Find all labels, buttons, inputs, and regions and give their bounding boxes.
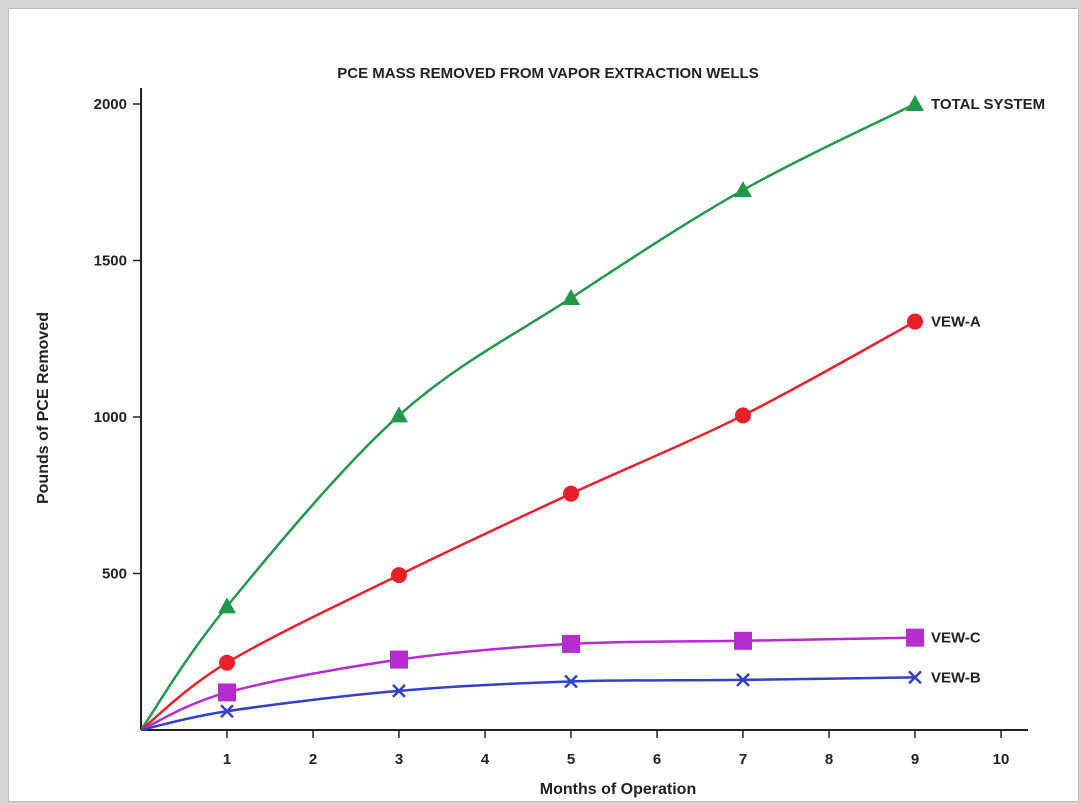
x-tick-label: 10 [993, 751, 1010, 768]
data-point-vew-c [390, 650, 408, 669]
series-line-vew-a [140, 320, 916, 731]
series-line-total-system [139, 102, 916, 731]
data-point-total-system [734, 181, 752, 198]
data-point-vew-b [736, 673, 750, 687]
data-point-vew-c [734, 631, 752, 650]
data-point-vew-a [563, 485, 579, 502]
series-label-vew-a: VEW-A [931, 314, 981, 331]
x-tick-label: 8 [825, 751, 833, 768]
series-total-system: TOTAL SYSTEM [139, 95, 1045, 731]
x-tick-label: 5 [567, 751, 575, 768]
data-point-vew-b [220, 704, 234, 719]
series-label-total-system: TOTAL SYSTEM [931, 96, 1045, 113]
data-point-total-system [906, 95, 924, 111]
y-tick-label: 2000 [94, 96, 127, 113]
line-chart: PCE MASS REMOVED FROM VAPOR EXTRACTION W… [35, 65, 1045, 798]
series-label-vew-c: VEW-C [931, 630, 981, 647]
data-point-vew-b [908, 670, 922, 685]
x-tick-label: 9 [911, 751, 919, 768]
x-tick-label: 6 [653, 751, 661, 768]
series-layer: TOTAL SYSTEM VEW-A VEW-C VEW-B [139, 95, 1045, 732]
series-label-vew-b: VEW-B [931, 669, 981, 686]
data-point-vew-c [906, 628, 924, 647]
series-vew-b: VEW-B [140, 669, 981, 732]
data-point-vew-a [219, 654, 235, 671]
y-axis-title: Pounds of PCE Removed [35, 312, 52, 504]
y-tick-label: 1500 [94, 253, 127, 270]
data-point-vew-c [218, 683, 236, 702]
data-point-total-system [562, 289, 580, 306]
y-tick-label: 1000 [94, 409, 127, 426]
chart-frame: PCE MASS REMOVED FROM VAPOR EXTRACTION W… [8, 8, 1079, 802]
x-tick-label: 4 [481, 751, 490, 768]
y-tick-label: 500 [102, 566, 127, 583]
x-axis-title: Months of Operation [540, 781, 696, 798]
axis-ticks: 1 2 3 4 5 6 7 8 9 10 500 1000 1500 2000 [94, 96, 1010, 768]
series-vew-a: VEW-A [140, 313, 981, 731]
data-point-total-system [390, 406, 408, 423]
chart-title: PCE MASS REMOVED FROM VAPOR EXTRACTION W… [337, 65, 758, 82]
data-point-vew-b [392, 683, 406, 698]
x-tick-label: 1 [223, 751, 231, 768]
x-tick-label: 2 [309, 751, 317, 768]
data-point-vew-a [391, 567, 407, 584]
x-tick-label: 3 [395, 751, 403, 768]
data-point-vew-a [907, 313, 923, 330]
data-point-total-system [218, 597, 236, 614]
data-point-vew-b [564, 674, 578, 689]
data-point-vew-a [735, 407, 751, 424]
x-tick-label: 7 [739, 751, 747, 768]
series-vew-c: VEW-C [140, 628, 981, 732]
data-point-vew-c [562, 634, 580, 653]
